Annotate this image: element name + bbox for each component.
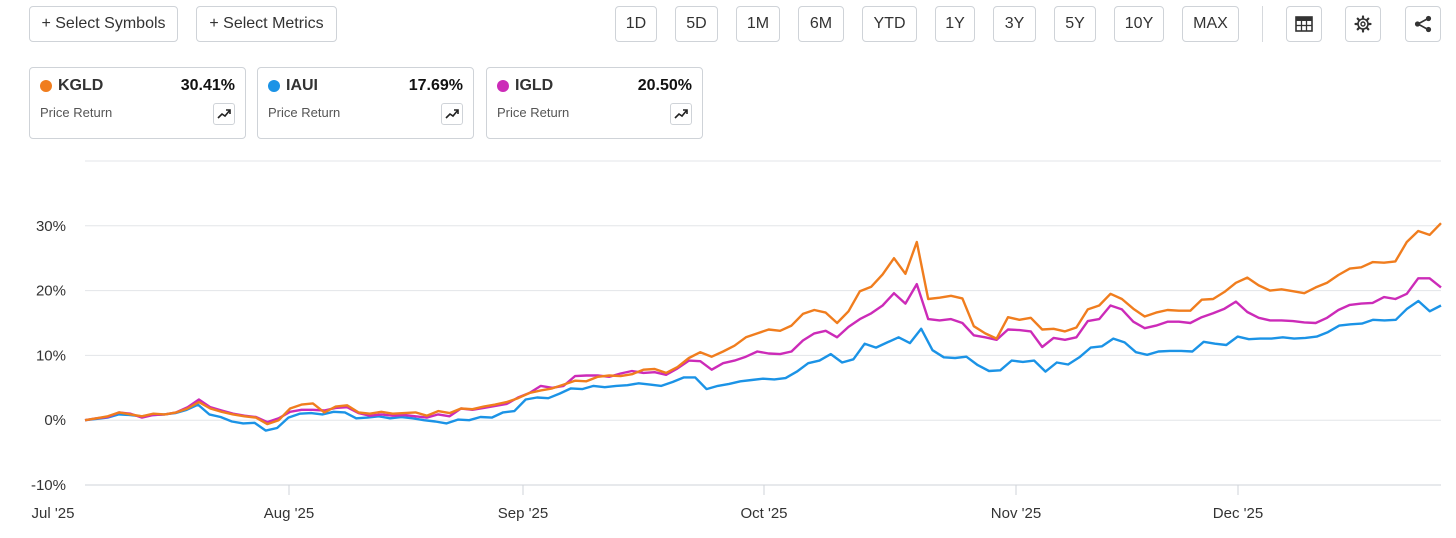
range-10y-button[interactable]: 10Y xyxy=(1114,6,1164,42)
y-tick-label: 10% xyxy=(36,347,66,364)
select-symbols-button[interactable]: + Select Symbols xyxy=(29,6,178,42)
series-line-kgld[interactable] xyxy=(84,222,1442,426)
series-line-igld[interactable] xyxy=(84,277,1442,424)
series-line-iaui[interactable] xyxy=(84,299,1442,432)
mini-chart-button[interactable] xyxy=(441,103,463,125)
series-color-dot xyxy=(40,80,52,92)
range-ytd-button[interactable]: YTD xyxy=(862,6,917,42)
y-tick-label: 30% xyxy=(36,218,66,235)
settings-button[interactable] xyxy=(1345,6,1381,42)
gear-icon xyxy=(1354,15,1372,33)
range-6m-button[interactable]: 6M xyxy=(798,6,844,42)
chart-series xyxy=(84,222,1442,432)
x-axis: Jul '25 Aug '25 Sep '25 Oct '25 Nov '25 Dec '… xyxy=(32,485,1263,522)
metric-label: Price Return xyxy=(268,105,341,120)
x-tick-label: Aug '25 xyxy=(264,505,314,522)
return-value: 20.50% xyxy=(637,77,692,94)
share-icon xyxy=(1414,15,1432,33)
range-5y-button[interactable]: 5Y xyxy=(1054,6,1096,42)
symbol-card-igld[interactable]: IGLD 20.50% Price Return xyxy=(486,67,703,139)
y-axis: 30% 20% 10% 0% -10% xyxy=(31,218,66,494)
price-return-chart[interactable]: 30% 20% 10% 0% -10% Jul '25 Aug '25 Sep '25 Oct… xyxy=(0,150,1456,538)
toolbar: + Select Symbols + Select Metrics 1D 5D … xyxy=(0,6,1456,42)
mini-chart-button[interactable] xyxy=(213,103,235,125)
toolbar-divider xyxy=(1262,6,1263,42)
series-color-dot xyxy=(497,80,509,92)
metric-label: Price Return xyxy=(40,105,113,120)
y-tick-label: -10% xyxy=(31,477,66,494)
symbol-label: IGLD xyxy=(515,77,554,94)
symbol-card-kgld[interactable]: KGLD 30.41% Price Return xyxy=(29,67,246,139)
x-tick-label: Jul '25 xyxy=(32,505,75,522)
trend-up-icon xyxy=(445,109,459,119)
range-3y-button[interactable]: 3Y xyxy=(993,6,1036,42)
x-tick-label: Nov '25 xyxy=(991,505,1041,522)
x-tick-label: Sep '25 xyxy=(498,505,548,522)
range-max-button[interactable]: MAX xyxy=(1182,6,1239,42)
symbol-label: IAUI xyxy=(286,77,318,94)
y-tick-label: 20% xyxy=(36,283,66,300)
x-tick-label: Dec '25 xyxy=(1213,505,1263,522)
table-icon xyxy=(1295,16,1313,32)
y-tick-label: 0% xyxy=(44,412,66,429)
range-1d-button[interactable]: 1D xyxy=(615,6,657,42)
return-value: 17.69% xyxy=(408,77,463,94)
series-color-dot xyxy=(268,80,280,92)
select-metrics-button[interactable]: + Select Metrics xyxy=(196,6,337,42)
share-button[interactable] xyxy=(1405,6,1441,42)
x-tick-label: Oct '25 xyxy=(740,505,787,522)
chart-grid xyxy=(85,160,1441,486)
table-view-button[interactable] xyxy=(1286,6,1322,42)
range-1m-button[interactable]: 1M xyxy=(736,6,780,42)
symbol-card-iaui[interactable]: IAUI 17.69% Price Return xyxy=(257,67,474,139)
mini-chart-button[interactable] xyxy=(670,103,692,125)
range-1y-button[interactable]: 1Y xyxy=(935,6,975,42)
metric-label: Price Return xyxy=(497,105,570,120)
trend-up-icon xyxy=(674,109,688,119)
return-value: 30.41% xyxy=(180,77,235,94)
symbol-label: KGLD xyxy=(58,77,104,94)
trend-up-icon xyxy=(217,109,231,119)
range-5d-button[interactable]: 5D xyxy=(675,6,718,42)
